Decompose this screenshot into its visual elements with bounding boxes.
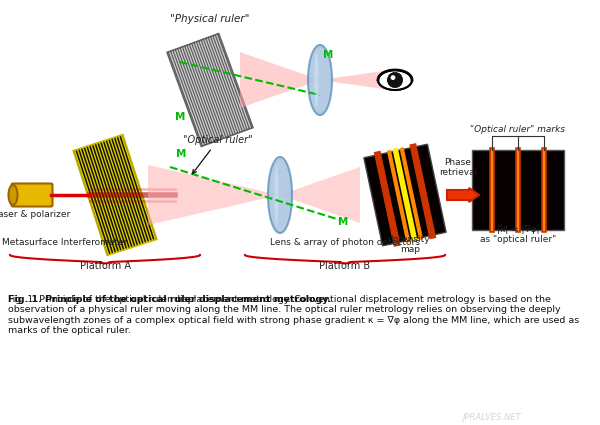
Text: Laser & polarizer: Laser & polarizer	[0, 210, 71, 219]
Text: M: M	[338, 217, 349, 227]
Text: Intensity
map: Intensity map	[390, 235, 430, 254]
Ellipse shape	[268, 157, 292, 233]
Polygon shape	[240, 52, 320, 108]
Polygon shape	[73, 135, 157, 255]
Polygon shape	[378, 70, 412, 90]
Text: Platform A: Platform A	[79, 261, 131, 271]
Text: Fig. 1. Principle of the optical ruler displacement metrology.: Fig. 1. Principle of the optical ruler d…	[8, 295, 331, 304]
Polygon shape	[167, 34, 253, 146]
Circle shape	[391, 75, 395, 80]
Text: Lens & array of photon detectors: Lens & array of photon detectors	[270, 238, 420, 247]
Bar	[472, 150, 564, 230]
Circle shape	[388, 72, 403, 88]
Polygon shape	[364, 144, 446, 246]
Text: JPRALVES.NET: JPRALVES.NET	[462, 413, 521, 422]
Polygon shape	[148, 165, 280, 225]
Text: Metasurface Interferometer: Metasurface Interferometer	[2, 238, 128, 247]
Text: "Optical ruler" marks: "Optical ruler" marks	[470, 125, 566, 134]
FancyArrow shape	[447, 188, 479, 202]
Text: M: M	[175, 112, 185, 122]
Text: "Optical ruler": "Optical ruler"	[183, 135, 253, 174]
Polygon shape	[280, 167, 360, 223]
Ellipse shape	[274, 164, 278, 225]
Text: |k| = |∇φ|
as "optical ruler": |k| = |∇φ| as "optical ruler"	[480, 224, 556, 244]
Text: M: M	[176, 149, 187, 159]
Text: "Physical ruler": "Physical ruler"	[170, 14, 250, 24]
FancyBboxPatch shape	[11, 184, 53, 207]
Text: Fig. 1. Principle of the optical ruler displacement metrology. Conventional disp: Fig. 1. Principle of the optical ruler d…	[8, 295, 579, 335]
Text: Phase
retrieval: Phase retrieval	[439, 158, 477, 177]
Polygon shape	[320, 70, 390, 90]
Ellipse shape	[314, 52, 319, 108]
Text: M: M	[323, 50, 334, 60]
Ellipse shape	[308, 45, 332, 115]
Text: Platform B: Platform B	[319, 261, 371, 271]
Ellipse shape	[8, 185, 17, 205]
